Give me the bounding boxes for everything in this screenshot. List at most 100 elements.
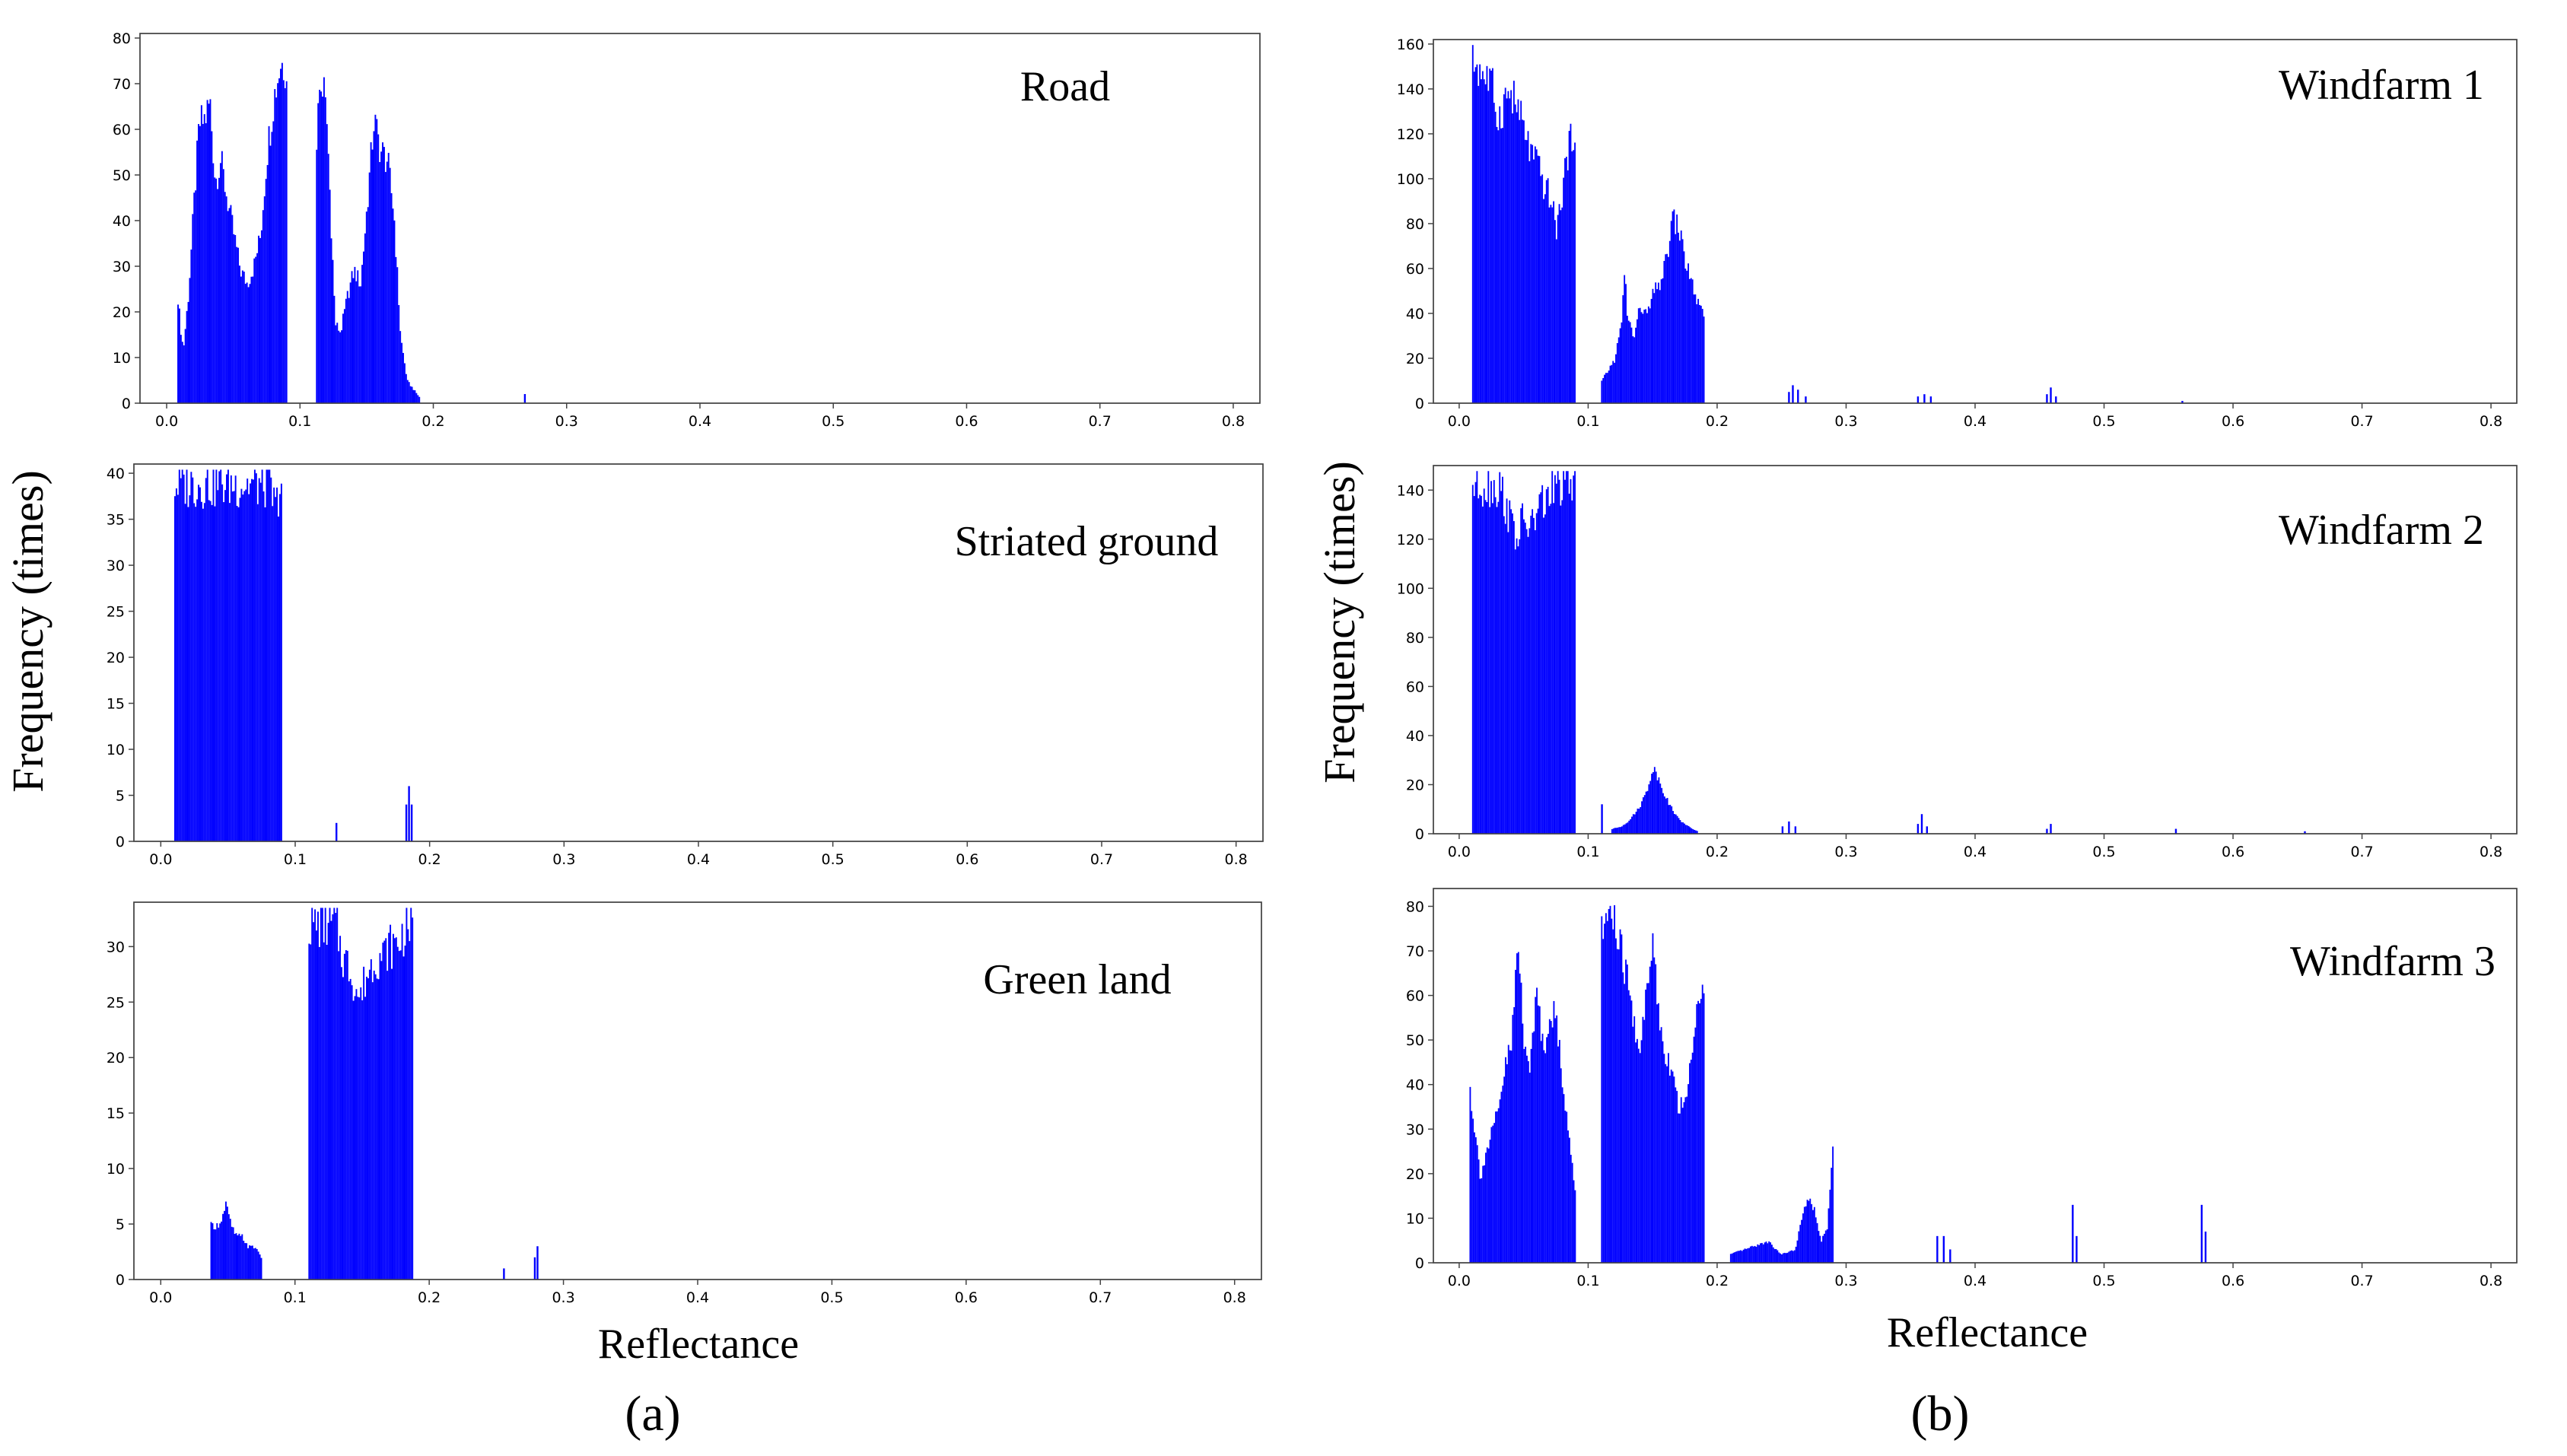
histogram-bar xyxy=(240,276,242,403)
histogram-bar xyxy=(1752,1246,1754,1263)
histogram-bar xyxy=(1560,1068,1562,1263)
y-tick-label: 20 xyxy=(1406,777,1424,793)
histogram-bar xyxy=(1635,1042,1637,1263)
histogram-bar xyxy=(272,121,275,403)
histogram-bar xyxy=(1512,113,1513,403)
histogram-spike xyxy=(410,804,413,841)
histogram-bar xyxy=(253,469,256,841)
panel-a-label: (a) xyxy=(625,1386,680,1442)
histogram-bar xyxy=(1481,506,1484,834)
histogram-bar xyxy=(177,304,179,403)
histogram-bar xyxy=(1534,146,1536,403)
histogram-bar xyxy=(217,189,219,403)
x-tick-label: 0.5 xyxy=(2092,413,2115,430)
histogram-bar xyxy=(1507,1044,1509,1263)
histogram-bar xyxy=(1525,529,1528,834)
histogram-bar xyxy=(276,487,278,841)
histogram-bar xyxy=(1502,1086,1504,1263)
histogram-bar xyxy=(1499,106,1501,404)
histogram-bar xyxy=(1627,990,1630,1263)
histogram-bar xyxy=(1523,1048,1525,1263)
histogram-bar xyxy=(1541,485,1544,834)
histogram-bar xyxy=(1519,539,1521,834)
histogram-bar xyxy=(346,950,348,1280)
y-tick-label: 80 xyxy=(1406,630,1424,647)
histogram-bar xyxy=(1816,1222,1818,1263)
histogram-bar xyxy=(1653,767,1656,834)
histogram-bar xyxy=(220,469,222,841)
histogram-bar xyxy=(192,214,194,403)
y-tick-label: 80 xyxy=(1406,898,1424,915)
histogram-bar xyxy=(1663,260,1665,403)
histogram-bar xyxy=(190,472,192,841)
histogram-bar xyxy=(343,953,345,1280)
histogram-bar xyxy=(1558,479,1560,834)
histogram-spike xyxy=(1805,396,1807,403)
histogram-bar xyxy=(1686,1096,1688,1263)
histogram-bar xyxy=(330,920,332,1280)
histogram-bar xyxy=(1813,1206,1815,1263)
histogram-bar xyxy=(389,167,391,403)
histogram-bar xyxy=(1534,529,1536,834)
bar-series xyxy=(1471,471,2306,834)
x-tick-label: 0.0 xyxy=(155,413,178,430)
histogram-bar xyxy=(1703,316,1705,403)
y-tick-label: 15 xyxy=(107,696,125,713)
histogram-bar xyxy=(1503,1076,1506,1263)
histogram-bar xyxy=(341,330,343,403)
y-tick-label: 120 xyxy=(1397,532,1424,548)
histogram-bar xyxy=(250,276,253,403)
histogram-bar xyxy=(368,969,371,1280)
histogram-bar xyxy=(240,488,243,841)
histogram-bar xyxy=(1547,486,1549,834)
chart-title: Striated ground xyxy=(955,518,1219,565)
histogram-bar xyxy=(1632,814,1634,834)
histogram-bar xyxy=(227,469,229,841)
histogram-bar xyxy=(1558,204,1560,403)
histogram-bar xyxy=(1555,483,1557,834)
histogram-bar xyxy=(231,215,234,403)
histogram-bar xyxy=(1522,1023,1524,1263)
chart-striated-ground: 0.0 0.1 0.2 0.3 0.4 0.5 0.6 0.7 0.8 0 5 10 15 20 25 30 3… xyxy=(107,463,1264,868)
x-tick-label: 0.3 xyxy=(552,1289,574,1306)
histogram-bar xyxy=(1527,1061,1529,1263)
y-tick-label: 60 xyxy=(113,122,131,138)
histogram-bar xyxy=(1630,1000,1633,1263)
histogram-spike xyxy=(2050,824,2052,834)
histogram-bar xyxy=(1503,94,1505,403)
histogram-bar xyxy=(341,967,342,1280)
histogram-bar xyxy=(409,941,411,1280)
histogram-bar xyxy=(1643,310,1646,403)
histogram-bar xyxy=(392,208,394,403)
histogram-bar xyxy=(278,78,280,404)
histogram-bar xyxy=(1701,309,1703,403)
histogram-bar xyxy=(1524,139,1526,404)
histogram-bar xyxy=(1538,156,1541,403)
y-tick-label: 60 xyxy=(1406,679,1424,695)
histogram-bar xyxy=(1767,1243,1769,1263)
histogram-bar xyxy=(370,142,372,403)
histogram-bar xyxy=(233,491,235,841)
histogram-bar xyxy=(1481,79,1482,404)
histogram-bar xyxy=(1653,293,1656,403)
histogram-bar xyxy=(1617,827,1619,834)
histogram-bar xyxy=(1487,91,1490,404)
histogram-bar xyxy=(317,911,319,1280)
histogram-bar xyxy=(178,308,180,403)
histogram-bar xyxy=(215,178,218,403)
histogram-bar xyxy=(318,946,320,1280)
histogram-bar xyxy=(1569,1137,1570,1263)
histogram-bar xyxy=(1484,1165,1485,1263)
histogram-bar xyxy=(1621,322,1623,403)
histogram-bar xyxy=(1629,322,1631,403)
histogram-bar xyxy=(320,908,322,1280)
histogram-bar xyxy=(221,1221,223,1280)
histogram-bar xyxy=(1544,514,1546,834)
histogram-bar xyxy=(396,946,399,1280)
histogram-bar xyxy=(1483,488,1485,834)
x-tick-label: 0.7 xyxy=(2350,1273,2373,1289)
histogram-bar xyxy=(386,971,389,1280)
histogram-bar xyxy=(1638,809,1640,834)
histogram-bar xyxy=(401,342,403,403)
histogram-bar xyxy=(186,469,188,841)
